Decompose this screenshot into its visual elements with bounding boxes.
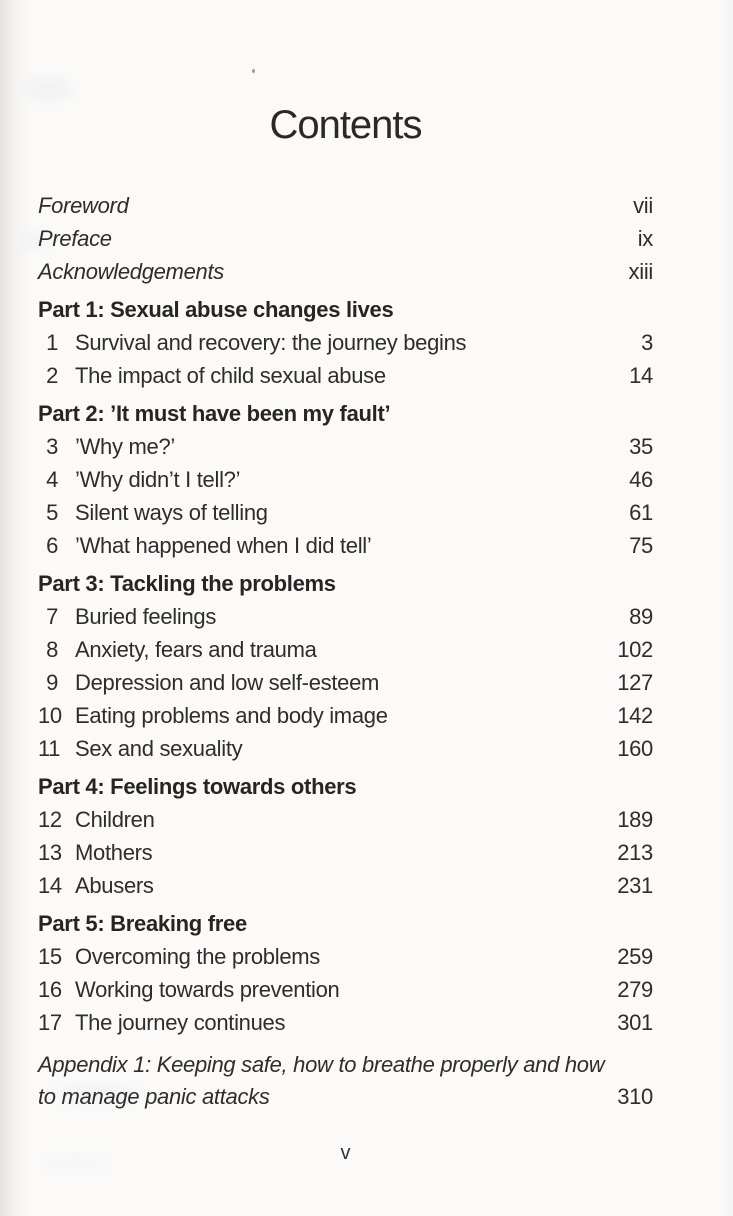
chapter-title: The impact of child sexual abuse [75, 363, 386, 388]
chapter-title: ’Why me?’ [75, 434, 175, 459]
chapter-number: 2 [46, 363, 58, 388]
chapter-page-number: 213 [617, 840, 653, 865]
chapter-row: 8 Anxiety, fears and trauma 102 [38, 633, 653, 666]
part-heading: Part 1: Sexual abuse changes lives [38, 297, 394, 322]
chapter-title: Buried feelings [75, 604, 217, 629]
chapter-page-number: 14 [629, 363, 653, 388]
entry-label: Foreword [38, 193, 129, 218]
chapter-number: 17 [38, 1010, 62, 1035]
chapter-page-number: 142 [617, 703, 653, 728]
chapter-number: 9 [46, 670, 58, 695]
chapter-row: 11 Sex and sexuality 160 [38, 732, 653, 765]
chapter-number: 4 [46, 467, 58, 492]
folio-page-number: v [340, 1142, 351, 1164]
chapter-number: 13 [38, 840, 62, 865]
appendix-label: Appendix 1: Keeping safe, how to breathe… [38, 1052, 605, 1109]
chapter-row: 1 Survival and recovery: the journey beg… [38, 326, 653, 359]
chapter-title: Children [75, 807, 155, 832]
chapter-row: 6 ’What happened when I did tell’ 75 [38, 529, 653, 562]
chapter-number: 12 [38, 807, 62, 832]
chapter-page-number: 231 [617, 873, 653, 898]
chapter-row: 7 Buried feelings 89 [38, 600, 653, 633]
chapter-title: ’What happened when I did tell’ [75, 533, 372, 558]
chapter-page-number: 75 [629, 533, 653, 558]
chapter-title: Working towards prevention [75, 977, 340, 1002]
chapter-row: 10 Eating problems and body image 142 [38, 699, 653, 732]
entry-page-number: ix [637, 226, 654, 251]
chapter-page-number: 127 [617, 670, 653, 695]
chapter-row: 14 Abusers 231 [38, 869, 653, 902]
toc-content: Contents Foreword vii Preface ix Acknowl… [38, 0, 653, 1113]
part-heading: Part 3: Tackling the problems [38, 571, 336, 596]
chapter-page-number: 89 [629, 604, 653, 629]
chapter-number: 6 [46, 533, 58, 558]
chapter-row: 3 ’Why me?’ 35 [38, 430, 653, 463]
chapter-page-number: 189 [617, 807, 653, 832]
chapter-title: Silent ways of telling [75, 500, 268, 525]
chapter-number: 1 [46, 330, 58, 355]
chapter-row: 17 The journey continues 301 [38, 1006, 653, 1039]
entry-label: Preface [38, 226, 112, 251]
front-matter-entry: Foreword vii [38, 189, 653, 222]
chapter-number: 8 [46, 637, 58, 662]
chapter-title: Sex and sexuality [75, 736, 243, 761]
chapter-page-number: 61 [629, 500, 653, 525]
chapter-row: 15 Overcoming the problems 259 [38, 940, 653, 973]
chapter-title: Overcoming the problems [75, 944, 320, 969]
part-heading: Part 5: Breaking free [38, 911, 247, 936]
chapter-page-number: 259 [617, 944, 653, 969]
chapter-page-number: 102 [617, 637, 653, 662]
chapter-number: 11 [38, 736, 61, 761]
part-heading: Part 2: ’It must have been my fault’ [38, 401, 391, 426]
chapter-number: 7 [46, 604, 58, 629]
front-matter-entry: Acknowledgements xiii [38, 255, 653, 288]
chapter-row: 2 The impact of child sexual abuse 14 [38, 359, 653, 392]
chapter-number: 15 [38, 944, 62, 969]
chapter-page-number: 279 [617, 977, 653, 1002]
chapter-title: Survival and recovery: the journey begin… [75, 330, 467, 355]
entry-label: Acknowledgements [38, 259, 224, 284]
chapter-row: 5 Silent ways of telling 61 [38, 496, 653, 529]
chapter-row: 12 Children 189 [38, 803, 653, 836]
chapter-title: The journey continues [75, 1010, 286, 1035]
chapter-page-number: 3 [641, 330, 653, 355]
chapter-number: 3 [46, 434, 58, 459]
chapter-title: Mothers [75, 840, 153, 865]
chapter-title: Eating problems and body image [75, 703, 388, 728]
chapter-title: Abusers [75, 873, 154, 898]
chapter-title: Anxiety, fears and trauma [75, 637, 317, 662]
chapter-page-number: 35 [629, 434, 653, 459]
part-heading: Part 4: Feelings towards others [38, 774, 357, 799]
page-title: Contents [269, 103, 422, 147]
chapter-title: ’Why didn’t I tell?’ [75, 467, 241, 492]
scan-speck [252, 69, 255, 73]
entry-page-number: vii [633, 193, 653, 218]
chapter-page-number: 46 [629, 467, 653, 492]
front-matter-entry: Preface ix [38, 222, 653, 255]
chapter-title: Depression and low self-esteem [75, 670, 380, 695]
entry-page-number: xiii [628, 259, 654, 284]
appendix-page-number: 310 [617, 1084, 653, 1109]
chapter-number: 5 [46, 500, 58, 525]
chapter-page-number: 301 [617, 1010, 653, 1035]
chapter-number: 16 [38, 977, 62, 1002]
chapter-row: 9 Depression and low self-esteem 127 [38, 666, 653, 699]
appendix-entry: Appendix 1: Keeping safe, how to breathe… [38, 1049, 653, 1113]
chapter-number: 10 [38, 703, 62, 728]
chapter-number: 14 [38, 873, 62, 898]
chapter-row: 16 Working towards prevention 279 [38, 973, 653, 1006]
chapter-row: 13 Mothers 213 [38, 836, 653, 869]
chapter-page-number: 160 [617, 736, 653, 761]
chapter-row: 4 ’Why didn’t I tell?’ 46 [38, 463, 653, 496]
